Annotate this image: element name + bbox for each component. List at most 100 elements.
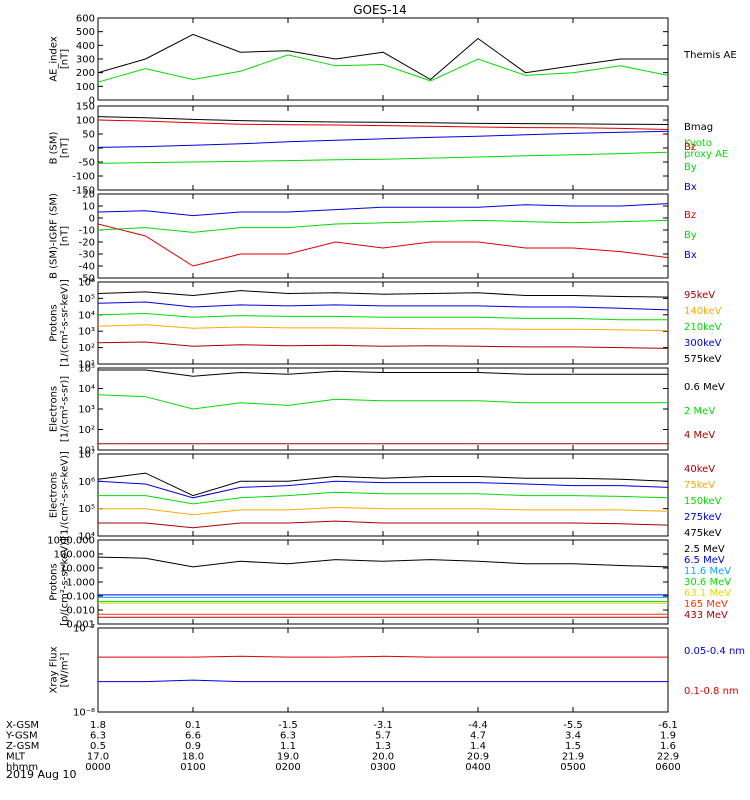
y-tick-label: 150 — [76, 102, 95, 113]
legend-entry: 140keV — [684, 306, 722, 317]
orbit-row-label: MLT — [6, 752, 26, 763]
series-line-95kev — [97, 341, 669, 349]
legend-entry: Themis AE — [683, 50, 737, 61]
y-tick-label: 100 — [76, 82, 95, 93]
legend-entry: Kyoto proxy AE — [684, 138, 728, 160]
orbit-value: -5.5 — [563, 720, 583, 731]
legend-entry: 0.1-0.8 nm — [684, 686, 739, 697]
legend-entry: 0.6 MeV — [684, 382, 725, 393]
orbit-value: 1.4 — [470, 741, 486, 752]
legend-entry: 11.6 MeV — [684, 566, 731, 577]
legend-entry: 300keV — [684, 338, 722, 349]
y-tick-label: 10⁴ — [78, 310, 95, 321]
legend-entry: Bmag — [684, 122, 713, 133]
legend-entry: By — [684, 230, 697, 241]
orbit-value: 20.0 — [372, 752, 394, 763]
orbit-value: 21.9 — [562, 752, 584, 763]
series-line-by — [97, 219, 669, 233]
y-tick-label: 100.000 — [54, 550, 95, 561]
y-axis-label: Protons[1/(cm²-s-sr-keV)] — [49, 279, 71, 367]
orbit-value: 0600 — [655, 762, 680, 773]
orbit-value: 6.3 — [280, 731, 296, 742]
y-tick-label: -50 — [79, 158, 95, 169]
series-line-bmag — [97, 116, 669, 125]
y-tick-label: 10² — [78, 343, 95, 354]
y-tick-label: 10 — [82, 202, 95, 213]
legend-entry: 6.5 MeV — [684, 555, 725, 566]
y-tick-label: 0 — [89, 96, 95, 107]
orbit-value: 1.9 — [660, 731, 676, 742]
y-tick-label: 0 — [89, 214, 95, 225]
y-tick-label: 300 — [76, 55, 95, 66]
y-tick-label: 10⁷ — [78, 450, 95, 461]
legend-entry: 95keV — [684, 290, 715, 301]
y-axis-label: B (SM)[nT] — [49, 131, 71, 164]
y-tick-label: -10 — [79, 226, 95, 237]
y-tick-label: 10⁻⁷ — [73, 624, 95, 635]
y-tick-label: 10⁴ — [78, 532, 95, 543]
y-tick-label: 0.010 — [66, 606, 95, 617]
series-line-bx — [97, 203, 669, 217]
legend-entry: 210keV — [684, 322, 722, 333]
orbit-value: 4.7 — [470, 731, 486, 742]
series-line-475kev — [97, 472, 669, 497]
series-line-bz — [97, 119, 669, 130]
orbit-value: 0.9 — [185, 741, 201, 752]
orbit-value: 0400 — [465, 762, 490, 773]
legend-entry: 4 MeV — [684, 430, 715, 441]
y-tick-label: 400 — [76, 41, 95, 52]
orbit-value: -6.1 — [658, 720, 678, 731]
y-axis-label: AE_index[nT] — [49, 36, 71, 82]
orbit-value: 0500 — [560, 762, 585, 773]
legend-entry: 2.5 MeV — [684, 544, 725, 555]
orbit-value: 1.6 — [660, 741, 676, 752]
legend-entry: Bx — [684, 250, 697, 261]
y-tick-label: -20 — [79, 238, 95, 249]
y-tick-label: 100 — [76, 116, 95, 127]
legend-entry: 165 MeV — [684, 599, 728, 610]
orbit-row-label: Z-GSM — [6, 741, 39, 752]
y-tick-label: 0 — [89, 144, 95, 155]
y-tick-label: 500 — [76, 27, 95, 38]
y-tick-label: 600 — [76, 14, 95, 25]
panel-protons-hi: 0.001 0.010 0.100 1.000 10.000 100.000 1000.00… — [47, 536, 731, 631]
orbit-row-label: Y-GSM — [5, 731, 38, 742]
orbit-value: 0000 — [85, 762, 110, 773]
orbit-value: 0100 — [180, 762, 205, 773]
y-tick-label: 10⁶ — [78, 278, 95, 289]
series-line-150kev — [98, 491, 669, 505]
orbit-value: 1.5 — [565, 741, 581, 752]
y-axis-label: B (SM)-IGRF (SM)[nT] — [49, 193, 71, 279]
orbit-value: -3.1 — [373, 720, 393, 731]
orbit-value: 20.9 — [467, 752, 489, 763]
orbit-value: -4.4 — [468, 720, 488, 731]
orbit-value: 19.0 — [277, 752, 299, 763]
orbit-value: 0.1 — [185, 720, 201, 731]
legend-entry: 0.05-0.4 nm — [684, 646, 745, 657]
y-tick-label: 20 — [82, 190, 95, 201]
legend-entry: 2 MeV — [684, 406, 715, 417]
y-tick-label: 0.001 — [66, 620, 95, 631]
panel-protons-lo: 10¹ 10² 10³ 10⁴ 10⁵ 10⁶ Protons[1/(cm²-s-sr-ke… — [49, 278, 722, 371]
series-line-0.1-0.8-nm — [98, 655, 668, 658]
y-tick-label: 10² — [78, 425, 95, 436]
legend-entry: 63.1 MeV — [684, 588, 731, 599]
y-tick-label: 1.000 — [66, 578, 95, 589]
legend-entry: 275keV — [684, 512, 722, 523]
series-line-575kev — [97, 290, 669, 298]
y-tick-label: -100 — [72, 172, 95, 183]
y-tick-label: -50 — [79, 274, 95, 285]
orbit-value: 0.5 — [90, 741, 106, 752]
orbit-row-label: X-GSM — [6, 720, 39, 731]
panel-frame — [97, 193, 669, 279]
y-tick-label: 10⁵ — [78, 504, 95, 515]
orbit-table: X-GSM 1.8 0.1 -1.5 -3.1 -4.4 -5.5 -6.1 Y-GSM 6.3 6… — [5, 720, 681, 773]
orbit-value: 18.0 — [182, 752, 204, 763]
legend-entry: Bz — [684, 142, 696, 153]
series-line-140kev — [97, 324, 669, 331]
series-line-0.05-0.4-nm — [98, 679, 668, 683]
orbit-value: -1.5 — [278, 720, 298, 731]
y-tick-label: -30 — [79, 250, 95, 261]
